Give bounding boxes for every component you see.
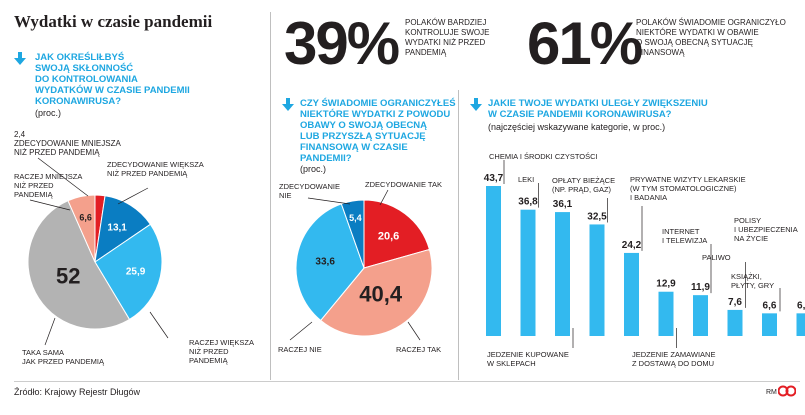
pie1-label-rather-more: RACZEJ WIĘKSZA NIŻ PRZED PANDEMIĄ [189,338,255,365]
pie2-label-rather-no: RACZEJ NIE [278,345,322,354]
bar-value-7: 7,6 [728,297,742,308]
pie1-slice-4 [67,194,96,263]
arrow-down-icon [14,52,26,65]
bar-label-ksiazki: KSIĄŻKI, PŁYTY, GRY [731,272,775,290]
pie1-label-rather-less: RACZEJ MNIEJSZA NIŻ PRZED PANDEMIĄ [14,172,83,199]
bar-1 [520,209,536,336]
pie1-label-same: TAKA SAMA JAK PRZED PANDEMIĄ [22,348,104,366]
bar-2 [555,212,570,336]
bar-3 [589,224,605,336]
pie2-leader-line [289,321,313,341]
pie1-leader-line [149,311,169,339]
pie-chart-expense-control: 13,1 25,9 52 6,6 [27,157,169,346]
pie2-label-rather-yes: RACZEJ TAK [396,345,442,354]
bar-label-internet: INTERNET I TELEWIZJA [662,227,708,245]
credit: RM [766,389,777,396]
rp-logo-icon [778,385,796,397]
panel3-question: JAKIE TWOJE WYDATKI ULEGŁY ZWIĘKSZENIU W… [488,98,708,120]
divider-2 [458,90,459,380]
bar-label-leki: LEKI [518,175,535,184]
pie1-label-strongly-less: 2,4 ZDECYDOWANIE MNIEJSZA NIŻ PRZED PAND… [14,130,121,157]
pie-chart-limited-spending: 20,6 40,4 33,6 5,4 [289,189,433,341]
bar-value-9: 6,6 [797,300,805,311]
bar-5 [658,291,674,336]
pie1-slice-2 [94,223,163,321]
bar-value-1: 36,8 [518,197,538,208]
pie1-value-2: 25,9 [126,266,146,277]
panel3-unit: (najczęściej wskazywane kategorie, w pro… [488,122,666,132]
pie1-leader-line [44,317,56,346]
pie2-value-1: 40,4 [359,281,403,306]
footer-rule [14,381,800,382]
bar-label-chemia: CHEMIA I ŚRODKI CZYSTOŚCI [489,152,598,161]
pie2-leader-line [307,197,351,205]
bar-label-jedzenie-dostawa: JEDZENIE ZAMAWIANE Z DOSTAWĄ DO DOMU [632,350,716,368]
bar-label-jedzenie-sklep: JEDZENIE KUPOWANE W SKLEPACH [487,350,569,368]
stat-2-text: POLAKÓW ŚWIADOMIE OGRANICZYŁO NIEKTÓRE W… [636,18,786,57]
bar-7 [727,309,743,336]
panel1-question: JAK OKREŚLIŁBYŚ SWOJĄ SKŁONNOŚĆ DO KONTR… [35,52,190,107]
arrow-down-icon [282,98,294,111]
pie1-leader-line [37,157,89,197]
stat-2-value: 61% [527,10,643,77]
pie2-leader-line [379,189,389,206]
pie2-slice-1 [319,248,433,337]
bar-value-3: 32,5 [587,211,607,222]
bar-label-polisy: POLISY I UBEZPIECZENIA NA ŻYCIE [734,216,798,243]
pie1-slice-1 [94,195,152,264]
pie1-value-4: 6,6 [79,213,92,223]
pie1-value-1: 13,1 [107,222,127,233]
bar-value-5: 12,9 [656,279,676,290]
pie2-slice-3 [340,199,365,269]
stat-1-text: POLAKÓW BARDZIEJ KONTROLUJE SWOJE WYDATK… [405,18,490,57]
bar-value-2: 36,1 [553,199,573,210]
bar-chart-increased-expenses: 43,7 36,8 36,1 32,5 24,2 12,9 11,9 7,6 6,6 6,6 [484,160,805,348]
pie2-slice-2 [295,203,365,322]
stat-1-value: 39% [284,10,400,77]
divider-1 [270,12,271,380]
bar-label-paliwo: PALIWO [702,253,731,262]
bar-value-4: 24,2 [622,240,642,251]
pie2-label-definitely-no: ZDECYDOWANIE NIE [279,182,340,200]
source-note: Źródło: Krajowy Rejestr Długów [14,387,141,397]
bar-0 [486,186,501,336]
pie2-value-3: 5,4 [349,213,362,223]
page-title: Wydatki w czasie pandemii [14,12,213,31]
bar-value-6: 11,9 [691,282,710,293]
pie2-leader-line [407,321,421,341]
pie2-value-2: 33,6 [315,257,335,268]
bar-label-oplaty: OPŁATY BIEŻĄCE (NP. PRĄD, GAZ) [552,176,616,194]
arrow-down-icon [470,98,482,111]
bar-8 [762,313,777,336]
pie2-value-0: 20,6 [378,230,399,242]
bar-9 [796,313,805,336]
pie1-leader-line [29,199,71,211]
panel2-unit: (proc.) [300,164,327,174]
pie1-label-strongly-more: ZDECYDOWANIE WIĘKSZA NIŻ PRZED PANDEMIĄ [107,160,204,178]
bar-4 [624,252,639,336]
pie2-slice-0 [363,199,431,269]
bar-value-8: 6,6 [763,300,777,311]
panel1-unit: (proc.) [35,108,62,118]
panel2-question: CZY ŚWIADOMIE OGRANICZYŁEŚ NIEKTÓRE WYDA… [300,98,456,164]
pie1-value-3: 52 [56,264,80,289]
bar-6 [693,295,708,336]
bar-label-wizyty: PRYWATNE WIZYTY LEKARSKIE (W TYM STOMATO… [630,175,746,202]
pie1-leader-line [117,187,149,205]
bar-value-0: 43,7 [484,173,504,184]
pie1-slice-3 [27,200,131,330]
pie2-label-definitely-yes: ZDECYDOWANIE TAK [365,180,442,189]
